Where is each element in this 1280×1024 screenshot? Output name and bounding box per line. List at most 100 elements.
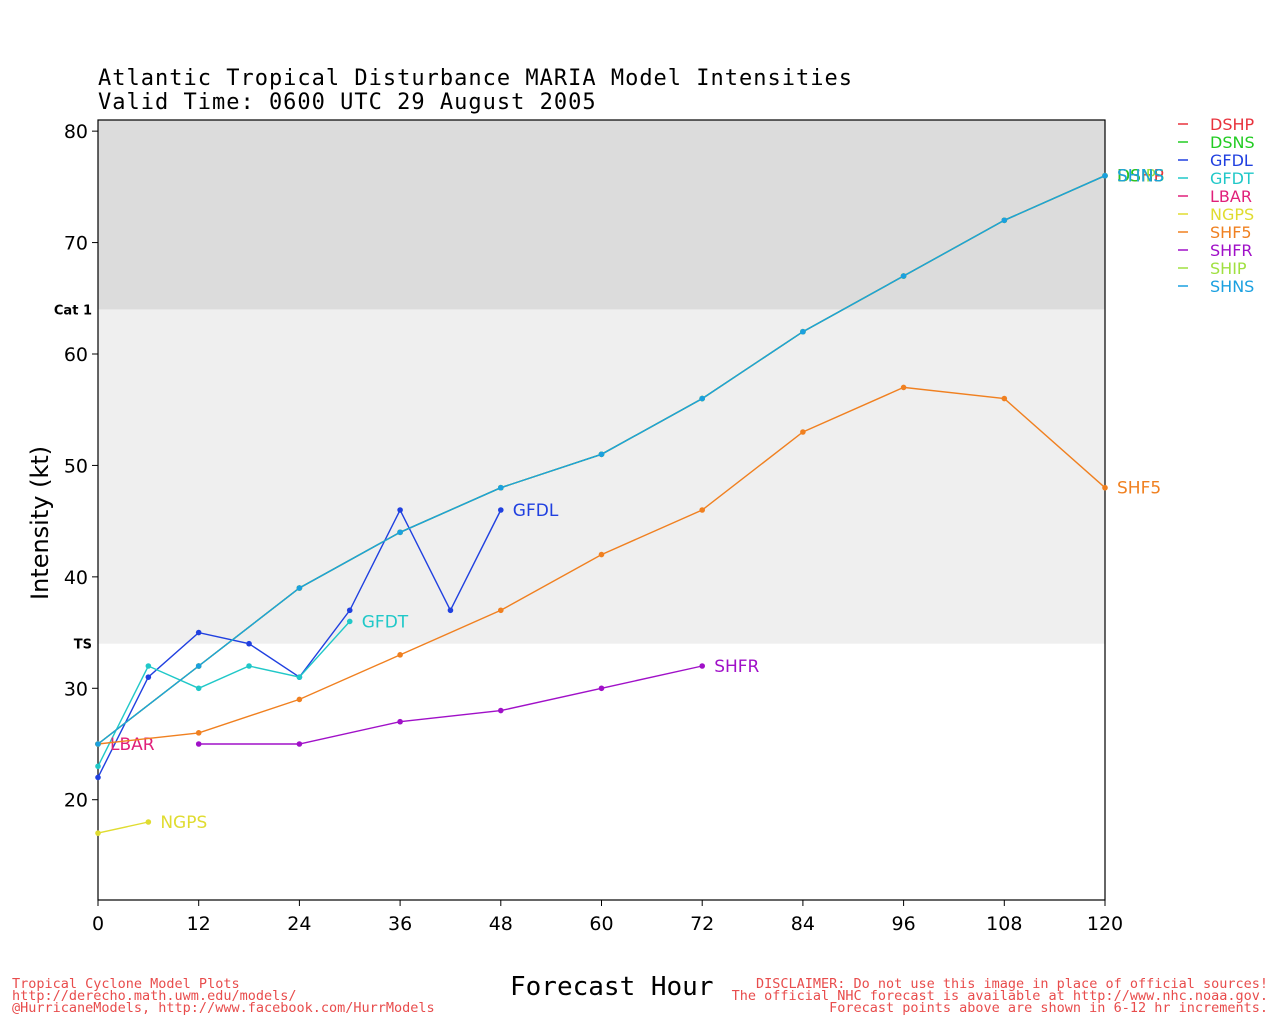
band-label: Cat 1	[54, 303, 92, 318]
x-tick-label: 96	[892, 913, 916, 935]
data-point-shf5	[800, 429, 806, 435]
data-point-shns	[95, 741, 101, 747]
data-point-shns	[699, 395, 705, 402]
data-point-shf5	[900, 384, 907, 391]
data-point-gfdt	[195, 685, 202, 692]
data-point-gfdt	[145, 663, 152, 669]
y-tick-label: 40	[64, 567, 88, 589]
data-point-shns	[800, 328, 806, 335]
series-line-ngps	[97, 821, 149, 834]
y-axis-label: Intensity (kt)	[26, 445, 54, 600]
footer-credits-line[interactable]: http://derecho.math.uwm.edu/models/	[12, 988, 297, 1004]
legend-label: SHFR	[1210, 241, 1253, 260]
chart-title: Atlantic Tropical Disturbance MARIA Mode…	[98, 66, 853, 91]
data-point-shf5	[498, 607, 504, 614]
data-point-shns	[195, 663, 202, 669]
data-point-shf5	[598, 551, 605, 558]
footer-credits: Tropical Cyclone Model Plots http://dere…	[12, 976, 435, 1016]
chart-subtitle: Valid Time: 0600 UTC 29 August 2005	[98, 90, 597, 115]
data-point-shns	[900, 273, 907, 279]
legend-label: DSHP	[1210, 115, 1255, 134]
x-axis-label: Forecast Hour	[510, 972, 714, 1002]
data-point-shfr	[195, 741, 202, 747]
series-end-label: SHIP	[1117, 167, 1156, 187]
series-end-label: LBAR	[110, 735, 155, 755]
footer-disclaimer-line: Forecast points above are shown in 6-12 …	[829, 1000, 1268, 1016]
data-point-gfdl	[498, 507, 504, 513]
series-end-label: DSHP	[1117, 167, 1164, 187]
data-point-gfdl	[447, 607, 454, 614]
data-point-shf5	[1001, 395, 1008, 402]
data-point-shfr	[397, 718, 403, 725]
data-point-ngps	[145, 819, 152, 825]
data-point-shns	[397, 529, 403, 536]
data-point-shfr	[498, 707, 504, 714]
data-point-gfdt	[246, 663, 252, 669]
footer-disclaimer-line: The official NHC forecast is available a…	[731, 988, 1268, 1004]
series-end-label: SHF5	[1117, 479, 1161, 499]
legend-label: LBAR	[1210, 187, 1252, 206]
data-point-ngps	[95, 830, 101, 836]
data-point-shf5	[195, 730, 202, 736]
legend-label: NGPS	[1210, 205, 1254, 224]
data-point-shns	[498, 484, 504, 491]
footer-disclaimer-line: DISCLAIMER: Do not use this image in pla…	[755, 976, 1268, 992]
x-tick-label: 36	[388, 913, 412, 935]
data-point-gfdl	[145, 674, 152, 680]
intensity-band	[98, 120, 1105, 310]
series-end-label: SHFR	[714, 657, 759, 677]
series-line-shfr	[198, 665, 703, 745]
data-point-shns	[1001, 217, 1008, 224]
series-end-label: GFDL	[513, 501, 559, 521]
x-tick-label: 84	[791, 913, 815, 935]
data-point-shf5	[699, 507, 705, 513]
y-tick-label: 30	[64, 678, 88, 700]
y-tick-label: 70	[64, 233, 88, 255]
footer-credits-line[interactable]: @HurricaneModels, http://www.facebook.co…	[12, 1000, 435, 1016]
footer-credits-line: Tropical Cyclone Model Plots	[12, 976, 240, 992]
x-tick-label: 24	[287, 913, 311, 935]
data-point-gfdl	[246, 640, 252, 647]
x-tick-label: 60	[589, 913, 613, 935]
series-end-label: NGPS	[160, 813, 207, 833]
series-end-label: SHNS	[1117, 167, 1164, 187]
legend-label: DSNS	[1210, 133, 1255, 152]
x-tick-label: 12	[187, 913, 211, 935]
data-point-gfdt	[296, 674, 303, 680]
data-point-shfr	[699, 663, 705, 669]
data-point-gfdl	[195, 629, 202, 636]
legend-label: GFDT	[1210, 169, 1254, 188]
data-point-gfdt	[346, 618, 353, 625]
data-point-shns	[598, 451, 605, 458]
x-tick-label: 48	[489, 913, 513, 935]
y-tick-label: 60	[64, 344, 88, 366]
data-point-gfdl	[346, 607, 353, 614]
footer-disclaimer: DISCLAIMER: Do not use this image in pla…	[731, 976, 1268, 1016]
x-tick-label: 108	[986, 913, 1022, 935]
series-end-label: DSNS	[1117, 167, 1164, 187]
data-point-shfr	[598, 685, 605, 692]
band-label: TS	[74, 638, 92, 653]
legend-label: SHIP	[1210, 259, 1247, 278]
data-point-shns	[1102, 172, 1108, 179]
legend-label: GFDL	[1210, 151, 1253, 170]
legend-label: SHF5	[1210, 223, 1252, 242]
series-end-label: GFDT	[362, 612, 409, 632]
legend-label: SHNS	[1210, 277, 1254, 296]
y-tick-label: 50	[64, 455, 88, 477]
x-tick-label: 72	[690, 913, 714, 935]
y-tick-label: 20	[64, 790, 88, 812]
data-point-gfdt	[95, 763, 101, 770]
data-point-shf5	[296, 696, 303, 703]
x-tick-label: 120	[1087, 913, 1123, 935]
data-point-shns	[296, 585, 303, 591]
data-point-shf5	[397, 652, 403, 658]
y-tick-label: 80	[64, 121, 88, 143]
data-point-gfdl	[397, 507, 403, 513]
data-point-gfdl	[95, 774, 101, 781]
series-line-gfdt	[97, 620, 351, 767]
intensity-band	[98, 309, 1105, 644]
data-point-shfr	[296, 741, 303, 747]
data-point-shf5	[1102, 484, 1108, 491]
